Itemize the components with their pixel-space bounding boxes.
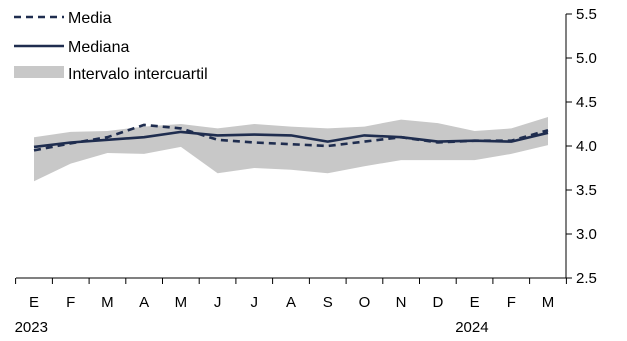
- x-year-label: 2024: [455, 319, 488, 336]
- x-tick-label: E: [470, 294, 480, 311]
- y-tick-label: 4.0: [576, 138, 597, 155]
- legend: Media Mediana Intervalo intercuartil: [14, 10, 208, 83]
- x-tick-label: J: [214, 294, 222, 311]
- y-ticks: 5.5 5.0 4.5 4.0 3.5 3.0 2.5: [566, 6, 597, 287]
- x-tick-label: E: [29, 294, 39, 311]
- series-layer: [33, 123, 549, 152]
- y-tick-label: 4.5: [576, 94, 597, 111]
- x-tick-label: M: [101, 294, 114, 311]
- x-tick-label: M: [542, 294, 555, 311]
- x-tick-label: J: [251, 294, 259, 311]
- x-tick-label: O: [359, 294, 371, 311]
- x-tick-label: S: [323, 294, 333, 311]
- legend-label-mediana: Mediana: [68, 39, 129, 56]
- x-tick-label: N: [396, 294, 407, 311]
- y-tick-label: 5.0: [576, 50, 597, 67]
- x-tick-label: A: [139, 294, 149, 311]
- x-tick-label: D: [432, 294, 443, 311]
- legend-label-iqr: Intervalo intercuartil: [68, 66, 208, 83]
- series-line-media: [33, 123, 549, 152]
- y-tick-label: 2.5: [576, 270, 597, 287]
- x-tick-label: F: [66, 294, 75, 311]
- legend-label-media: Media: [68, 10, 112, 27]
- x-tick-label: M: [175, 294, 188, 311]
- iqr-band-layer: [34, 117, 548, 182]
- x-ticks: E F M A M J J A S O N D E F M 2023 2024: [15, 278, 567, 336]
- iqr-band: [34, 117, 548, 182]
- y-tick-label: 5.5: [576, 6, 597, 23]
- x-tick-label: A: [286, 294, 296, 311]
- legend-swatch-iqr: [14, 66, 64, 78]
- x-tick-label: F: [507, 294, 516, 311]
- x-year-label: 2023: [15, 319, 48, 336]
- y-tick-label: 3.0: [576, 226, 597, 243]
- y-tick-label: 3.5: [576, 182, 597, 199]
